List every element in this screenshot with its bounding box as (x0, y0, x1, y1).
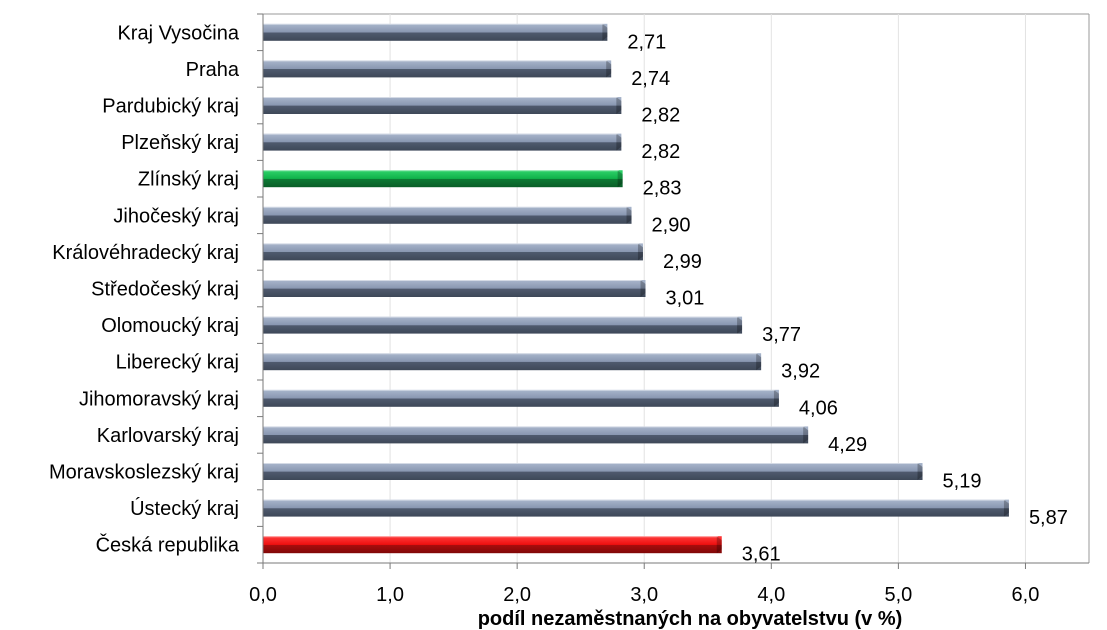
x-axis-title: podíl nezaměstnaných na obyvatelstvu (v … (478, 608, 903, 630)
bar-end-cap (773, 389, 779, 407)
bar (263, 170, 623, 188)
bar (263, 206, 632, 224)
x-tick-label: 0,0 (249, 584, 277, 606)
bar-end-cap (626, 206, 632, 224)
category-label: Olomoucký kraj (101, 315, 239, 337)
category-label: Jihomoravský kraj (79, 388, 239, 410)
value-label: 3,92 (781, 361, 820, 383)
category-label: Karlovarský kraj (97, 425, 239, 447)
bar (263, 389, 779, 407)
bar-end-cap (640, 280, 646, 297)
value-label: 2,99 (663, 251, 702, 273)
bar (263, 23, 608, 41)
x-tick-label: 4,0 (757, 584, 785, 606)
bar (263, 60, 612, 78)
bar-end-cap (803, 426, 809, 444)
value-label: 3,77 (762, 324, 801, 346)
value-label: 2,90 (652, 214, 691, 236)
bar-end-cap (716, 536, 722, 554)
bar-end-cap (617, 170, 623, 188)
labels: Kraj Vysočina 2,71 Praha 2,74 Pardubický kra… (49, 22, 1068, 565)
bar-end-cap (606, 60, 612, 78)
bars (263, 23, 1009, 554)
category-label: Středočeský kraj (91, 279, 239, 301)
value-label: 2,83 (643, 178, 682, 200)
value-label: 3,01 (666, 288, 705, 310)
value-label: 2,74 (631, 68, 670, 90)
category-label: Liberecký kraj (116, 352, 239, 374)
value-label: 2,71 (627, 31, 666, 53)
value-label: 4,29 (828, 434, 867, 456)
axes: 0,0 1,0 2,0 3,0 4,0 5,0 6,0 podíl nezaměstnanýc… (249, 13, 1089, 630)
bar-end-cap (616, 97, 622, 114)
category-label: Kraj Vysočina (117, 22, 239, 44)
category-label: Jihočeský kraj (113, 205, 239, 227)
bar-end-cap (637, 243, 643, 261)
bar-end-cap (1003, 499, 1009, 517)
value-label: 5,87 (1029, 507, 1068, 529)
category-label: Česká republika (96, 534, 240, 557)
x-tick-label: 3,0 (630, 584, 658, 606)
value-label: 5,19 (943, 471, 982, 493)
category-label: Královéhradecký kraj (52, 242, 239, 264)
category-label: Pardubický kraj (102, 96, 239, 118)
bar (263, 243, 643, 261)
bar (263, 536, 722, 554)
bar (263, 499, 1009, 517)
bar-end-cap (616, 133, 622, 151)
value-label: 2,82 (641, 105, 680, 127)
bar (263, 463, 923, 480)
bar (263, 97, 622, 114)
bar (263, 316, 743, 334)
x-tick-label: 5,0 (884, 584, 912, 606)
bar-end-cap (756, 353, 762, 371)
x-tick-label: 6,0 (1012, 584, 1040, 606)
x-tick-label: 1,0 (376, 584, 404, 606)
bar (263, 133, 622, 151)
bar (263, 353, 762, 371)
category-label: Praha (186, 59, 240, 81)
bar-end-cap (602, 23, 608, 41)
value-label: 2,82 (641, 141, 680, 163)
category-label: Ústecký kraj (130, 497, 239, 520)
category-label: Plzeňský kraj (121, 132, 239, 154)
category-label: Moravskoslezský kraj (49, 462, 239, 484)
bar-end-cap (737, 316, 743, 334)
x-tick-label: 2,0 (503, 584, 531, 606)
bar (263, 426, 809, 444)
value-label: 4,06 (799, 397, 838, 419)
bar-end-cap (917, 463, 923, 480)
value-label: 3,61 (742, 544, 781, 566)
bar (263, 280, 646, 297)
category-label: Zlínský kraj (138, 169, 239, 191)
